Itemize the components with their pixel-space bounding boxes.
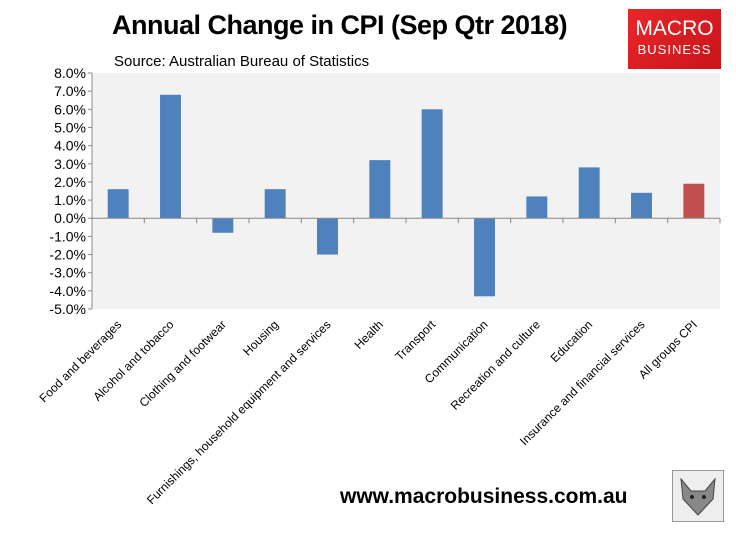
y-tick-label: -1.0% — [49, 228, 86, 244]
bar-8 — [526, 196, 548, 219]
y-tick-label: -2.0% — [49, 247, 86, 263]
bar-0 — [107, 189, 129, 219]
x-tick-label: Education — [548, 317, 596, 365]
bar-3 — [264, 189, 286, 219]
y-tick-label: 2.0% — [54, 174, 86, 190]
y-tick-label: 7.0% — [54, 83, 86, 99]
x-tick-label: Furnishings, household equipment and ser… — [144, 317, 334, 507]
bar-1 — [160, 94, 181, 219]
macrobusiness-logo: MACRO BUSINESS — [628, 9, 721, 69]
logo-line1: MACRO — [635, 17, 714, 40]
x-tick-label: Transport — [392, 317, 438, 363]
wolf-icon — [672, 470, 724, 522]
y-tick-label: 5.0% — [54, 119, 86, 135]
bar-6 — [421, 109, 443, 219]
y-tick-label: -4.0% — [49, 283, 86, 299]
y-tick-label: -3.0% — [49, 265, 86, 281]
bar-4 — [317, 218, 338, 255]
x-tick-label: Clothing and footwear — [137, 317, 229, 409]
bar-2 — [212, 218, 234, 233]
x-tick-label: Health — [352, 317, 386, 351]
y-tick-label: 6.0% — [54, 101, 86, 117]
plot-area — [92, 73, 720, 309]
x-tick-label: Recreation and culture — [448, 317, 544, 413]
website-url: www.macrobusiness.com.au — [340, 485, 628, 508]
bar-7 — [474, 218, 495, 297]
bar-10 — [631, 192, 652, 219]
y-tick-label: 3.0% — [54, 156, 86, 172]
x-tick-label: Housing — [240, 317, 281, 358]
y-tick-label: -5.0% — [49, 301, 86, 317]
y-tick-label: 8.0% — [54, 65, 86, 81]
bar-9 — [578, 167, 600, 219]
logo-line2: BUSINESS — [637, 42, 712, 57]
y-tick-label: 4.0% — [54, 138, 86, 154]
chart-title: Annual Change in CPI (Sep Qtr 2018) — [112, 10, 568, 40]
bar-11 — [683, 183, 705, 219]
chart-subtitle: Source: Australian Bureau of Statistics — [114, 53, 370, 70]
y-tick-label: 0.0% — [54, 210, 86, 226]
bar-5 — [369, 160, 391, 219]
y-tick-label: 1.0% — [54, 192, 86, 208]
